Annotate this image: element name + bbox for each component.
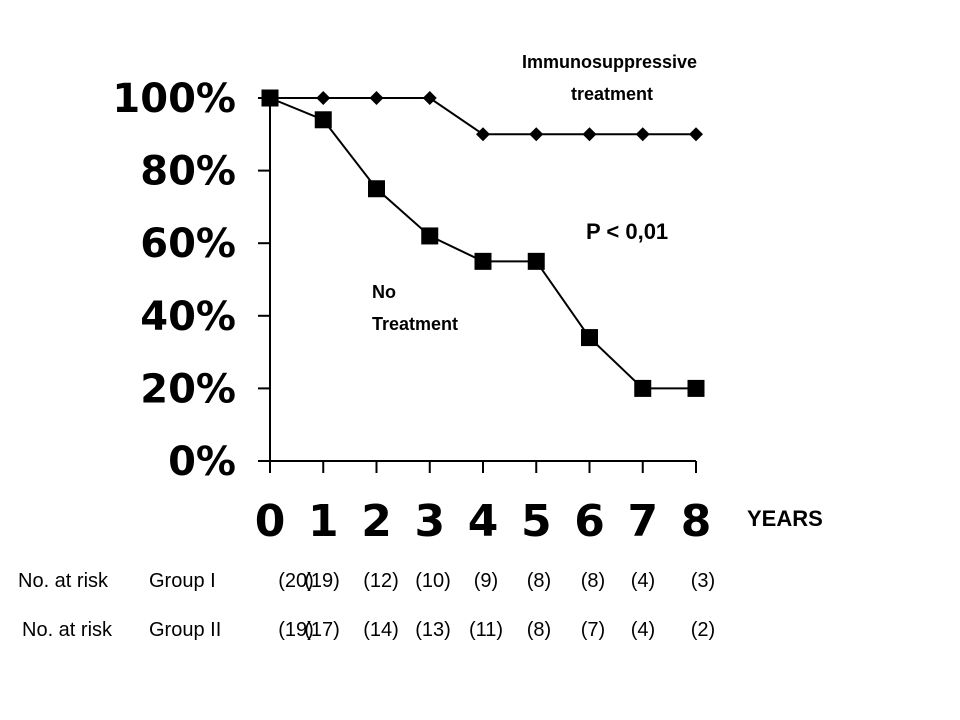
risk-count: (13) [415, 619, 451, 641]
series-label-line: Immunosuppressive [522, 52, 697, 72]
square-marker [314, 111, 332, 129]
risk-row-label: No. at risk [18, 570, 109, 592]
y-tick-label: 40% [140, 294, 236, 340]
square-marker [421, 227, 439, 245]
square-marker [474, 252, 492, 270]
series-label-line: No [372, 282, 396, 302]
series [261, 89, 705, 397]
y-tick-label: 100% [112, 76, 236, 122]
diamond-marker [316, 91, 331, 105]
risk-count: (11) [469, 619, 503, 641]
diamond-marker [369, 91, 384, 105]
x-tick-label: 5 [521, 496, 552, 547]
risk-count: (3) [691, 570, 715, 592]
risk-table: No. at risk Group I (20)(19) (12) (10) (9) (8)… [18, 570, 715, 641]
square-marker [634, 379, 652, 397]
risk-count: (12) [363, 570, 399, 592]
y-tick-label: 20% [140, 366, 236, 412]
risk-group-label: Group II [149, 619, 221, 641]
x-tick-label: 3 [414, 496, 445, 547]
p-value-annotation: P < 0,01 [586, 219, 668, 244]
x-tick-label: 2 [361, 496, 392, 547]
x-tick-label: 0 [255, 496, 286, 547]
diamond-marker [689, 127, 703, 142]
x-tick-label: 1 [308, 496, 339, 547]
square-marker [527, 252, 545, 270]
risk-row-label: No. at risk [22, 619, 113, 641]
risk-count: (7) [581, 619, 605, 641]
series-label-no-treatment: No Treatment [372, 282, 458, 334]
risk-count: (4) [631, 570, 655, 592]
axes: 100% 80% 60% 40% 20% 0% 0 1 2 3 4 5 6 7 8 [112, 76, 711, 547]
x-tick-label: 6 [574, 496, 605, 547]
risk-count: (14) [363, 619, 399, 641]
x-tick-label: 8 [681, 496, 712, 547]
risk-count: (8) [527, 570, 551, 592]
risk-count: (17) [304, 619, 340, 641]
x-axis-unit-label: YEARS [747, 506, 823, 531]
y-tick-label: 60% [140, 221, 236, 267]
risk-count: (4) [631, 619, 655, 641]
series-label-line: treatment [571, 84, 653, 104]
risk-group-label: Group I [149, 570, 216, 592]
series-label-line: Treatment [372, 314, 458, 334]
square-marker [581, 329, 598, 347]
risk-count: (9) [474, 570, 498, 592]
square-marker [687, 379, 705, 397]
risk-count: (19) [304, 570, 340, 592]
risk-count: (10) [415, 570, 451, 592]
diamond-marker [635, 127, 650, 142]
series-label-immunosuppressive: Immunosuppressive treatment [522, 52, 702, 104]
risk-count: (8) [527, 619, 551, 641]
diamond-marker [422, 91, 437, 105]
y-tick-label: 0% [168, 439, 236, 485]
risk-count: (8) [581, 570, 605, 592]
risk-count: (19) [278, 619, 314, 641]
risk-count: (20) [278, 570, 314, 592]
x-tick-label: 7 [627, 496, 658, 547]
x-tick-label: 4 [468, 496, 499, 547]
square-marker [261, 89, 279, 107]
diamond-marker [476, 127, 490, 142]
risk-count: (2) [691, 619, 715, 641]
diamond-marker [529, 127, 544, 142]
y-tick-label: 80% [140, 149, 236, 195]
diamond-marker [582, 127, 597, 142]
square-marker [368, 180, 385, 198]
